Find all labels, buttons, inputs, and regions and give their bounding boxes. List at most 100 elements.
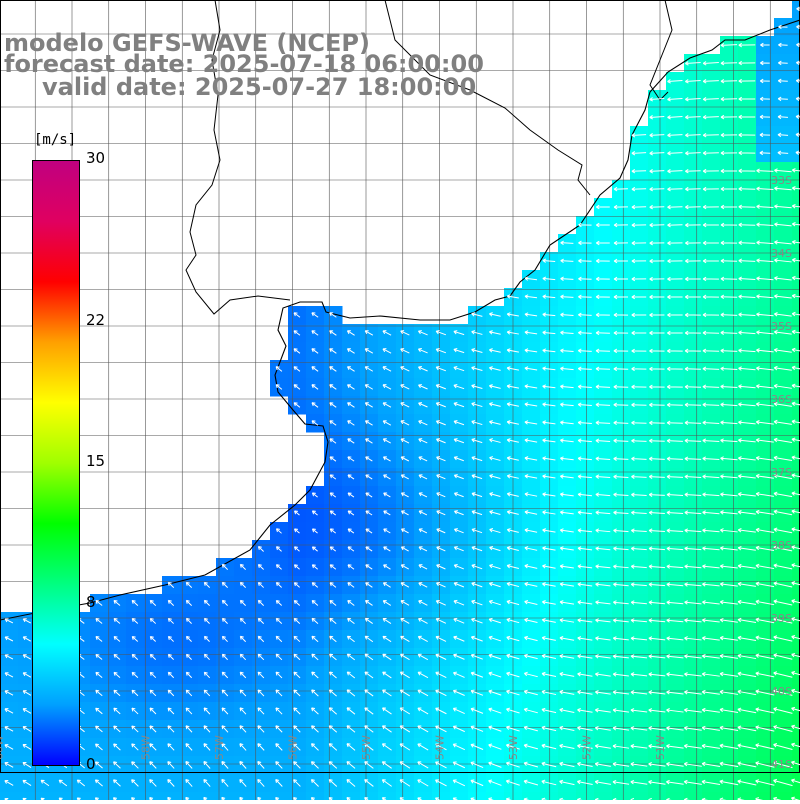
wind-arrow (756, 384, 774, 389)
wind-arrow (791, 419, 800, 424)
wind-arrow (275, 564, 282, 570)
wind-arrow (648, 761, 666, 767)
wind-arrow (257, 671, 265, 679)
wind-arrow (595, 402, 611, 407)
wind-arrow (755, 491, 774, 497)
wind-arrow (738, 312, 756, 317)
speed-cell (234, 792, 253, 804)
wind-arrow (149, 707, 157, 715)
speed-cell (792, 450, 800, 469)
wind-arrow (594, 690, 611, 695)
wind-arrow (577, 402, 592, 407)
wind-arrow (453, 348, 465, 354)
wind-arrow (791, 545, 800, 550)
wind-arrow (648, 582, 666, 587)
wind-arrow (595, 276, 610, 282)
wind-arrow (311, 564, 319, 570)
wind-arrow (435, 635, 447, 642)
wind-arrow (436, 492, 446, 498)
wind-arrow (595, 258, 610, 264)
wind-arrow (346, 761, 356, 769)
wind-arrow (791, 347, 800, 353)
wind-arrow (702, 510, 720, 515)
wind-arrow (203, 599, 210, 606)
lon-label: 60W (0, 735, 6, 760)
lon-label: 52W (581, 735, 594, 760)
wind-arrow (774, 204, 792, 209)
wind-arrow (666, 438, 683, 444)
wind-arrow (666, 743, 684, 749)
wind-arrow (777, 78, 788, 84)
wind-arrow (756, 294, 774, 299)
wind-arrow (791, 186, 800, 191)
wind-arrow (203, 653, 210, 661)
wind-arrow (382, 653, 392, 661)
wind-arrow (346, 743, 356, 751)
wind-arrow (364, 402, 373, 408)
wind-arrow (737, 689, 757, 696)
wind-arrow (400, 510, 409, 516)
wind-arrow (347, 546, 355, 552)
wind-arrow (666, 672, 684, 677)
wind-arrow (489, 420, 501, 425)
wind-arrow (684, 384, 701, 390)
wind-arrow (453, 617, 465, 624)
wind-arrow (470, 779, 484, 787)
wind-arrow (22, 708, 32, 714)
wind-arrow (506, 510, 519, 515)
wind-arrow (684, 672, 702, 677)
wind-arrow (774, 168, 792, 173)
wind-arrow (667, 151, 683, 156)
wind-arrow (791, 204, 800, 209)
wind-arrow (755, 689, 775, 696)
wind-arrow (649, 330, 665, 336)
wind-arrow (613, 582, 629, 587)
wind-arrow (149, 761, 157, 769)
wind-arrow (149, 617, 157, 624)
wind-arrow (755, 563, 775, 570)
wind-arrow (435, 384, 447, 390)
wind-arrow (756, 168, 774, 173)
wind-arrow (577, 330, 592, 336)
wind-arrow (666, 654, 684, 659)
wind-arrow (293, 402, 301, 408)
wind-arrow (738, 420, 756, 425)
wind-arrow (365, 456, 373, 462)
wind-arrow (631, 258, 647, 264)
wind-arrow (720, 492, 738, 497)
wind-arrow (791, 329, 800, 335)
wind-arrow (524, 582, 538, 587)
wind-arrow (221, 761, 229, 769)
wind-arrow (630, 761, 648, 767)
wind-arrow (293, 725, 301, 733)
wind-arrow (329, 438, 337, 444)
wind-arrow (737, 671, 757, 678)
wind-arrow (612, 708, 629, 713)
wind-arrow (560, 456, 574, 461)
wind-arrow (382, 707, 392, 715)
wind-arrow (149, 743, 157, 751)
wind-arrow (649, 276, 665, 282)
wind-arrow (310, 743, 319, 751)
wind-arrow (364, 384, 374, 390)
wind-arrow (666, 402, 683, 408)
wind-arrow (578, 258, 592, 264)
wind-arrow (542, 438, 556, 443)
wind-arrow (738, 348, 756, 353)
lat-label: 40S (771, 685, 792, 698)
wind-arrow (95, 653, 103, 660)
wind-arrow (4, 672, 14, 678)
wind-arrow (185, 689, 193, 697)
wind-arrow (684, 618, 702, 623)
wind-arrow (719, 779, 739, 786)
wind-arrow (773, 455, 793, 462)
speed-cell (432, 792, 451, 804)
wind-arrow (578, 294, 592, 300)
wind-arrow (667, 133, 683, 138)
wind-arrow (720, 132, 738, 138)
wind-arrow (613, 204, 628, 210)
wind-arrow (578, 222, 592, 228)
wind-arrow (791, 221, 800, 227)
wind-arrow (257, 725, 265, 733)
speed-cell (378, 792, 397, 804)
